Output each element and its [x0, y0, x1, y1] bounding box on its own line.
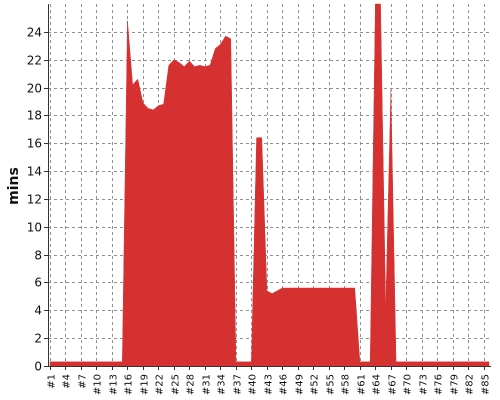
x-tick-label-8: #22 — [155, 374, 166, 395]
x-tick-label-1: #1 — [47, 374, 58, 389]
x-tick-label-24: #70 — [403, 374, 414, 395]
x-tick-label-14: #40 — [248, 374, 259, 395]
y-tick-label-24: 24 — [27, 26, 42, 40]
x-tick-label-19: #55 — [326, 374, 337, 395]
x-tick-label-3: #7 — [78, 374, 89, 389]
x-tick-label-22: #64 — [372, 374, 383, 395]
y-tick-label-22: 22 — [27, 54, 42, 68]
x-tick-label-12: #34 — [217, 374, 228, 395]
y-tick-label-0: 0 — [34, 360, 42, 374]
x-tick-label-5: #13 — [109, 374, 120, 395]
y-tick-label-12: 12 — [27, 193, 42, 207]
x-tick-label-15: #43 — [264, 374, 275, 395]
y-tick-label-10: 10 — [27, 221, 42, 235]
x-tick-label-27: #79 — [450, 374, 461, 395]
y-tick-label-6: 6 — [34, 276, 42, 290]
series-area — [49, 3, 490, 367]
x-tick-label-25: #73 — [419, 374, 430, 395]
x-tick-label-9: #25 — [171, 374, 182, 395]
y-tick-label-2: 2 — [34, 332, 42, 346]
y-tick-label-4: 4 — [34, 304, 42, 318]
x-tick-label-16: #46 — [279, 374, 290, 395]
y-tick-label-14: 14 — [27, 165, 42, 179]
x-tick-label-29: #85 — [481, 374, 492, 395]
y-tick-label-18: 18 — [27, 109, 42, 123]
x-tick-label-28: #82 — [465, 374, 476, 395]
x-tick-label-7: #19 — [140, 374, 151, 395]
x-tick-label-13: #37 — [233, 374, 244, 395]
x-tick-label-21: #61 — [357, 374, 368, 395]
x-tick-label-23: #67 — [388, 374, 399, 395]
x-tick-label-17: #49 — [295, 374, 306, 395]
x-tick-label-20: #58 — [341, 374, 352, 395]
x-tick-label-18: #52 — [310, 374, 321, 395]
x-tick-label-4: #10 — [93, 374, 104, 395]
y-tick-label-16: 16 — [27, 137, 42, 151]
x-tick-label-2: #4 — [62, 374, 73, 389]
x-tick-label-26: #76 — [434, 374, 445, 395]
y-axis-title: mins — [6, 167, 22, 205]
area-layer — [49, 3, 490, 367]
axis-layer — [44, 4, 491, 370]
x-tick-label-11: #31 — [202, 374, 213, 395]
x-tick-label-6: #16 — [124, 374, 135, 395]
y-tick-label-8: 8 — [34, 249, 42, 263]
x-tick-label-10: #28 — [186, 374, 197, 395]
y-tick-label-20: 20 — [27, 82, 42, 96]
